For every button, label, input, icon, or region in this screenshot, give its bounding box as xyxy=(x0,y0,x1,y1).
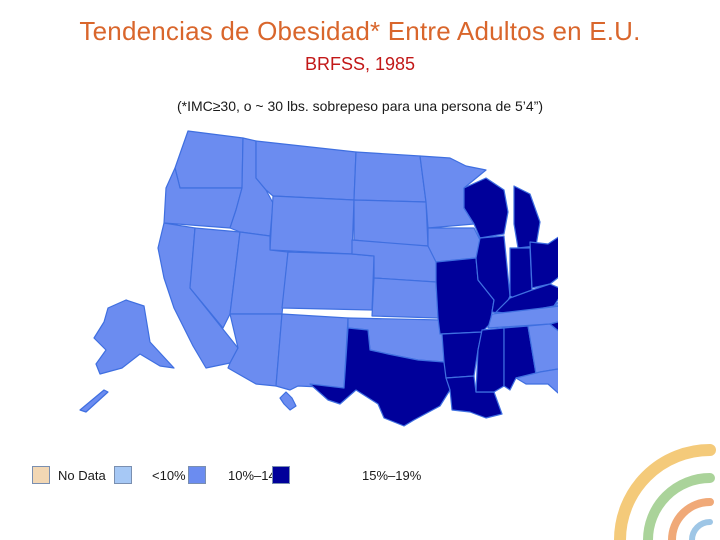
state-alaska xyxy=(93,299,175,375)
state-washington xyxy=(174,130,244,189)
legend-label-no-data: No Data xyxy=(58,468,106,483)
legend-swatch-lt10 xyxy=(114,466,132,484)
state-wisconsin xyxy=(463,177,509,239)
state-arkansas xyxy=(441,331,483,379)
legend-swatch-no-data xyxy=(32,466,50,484)
legend-swatch-15-19 xyxy=(272,466,290,484)
state-colorado xyxy=(281,251,375,311)
state-north-dakota xyxy=(353,151,427,203)
state-wyoming xyxy=(269,195,355,255)
state-south-carolina xyxy=(549,321,558,332)
state-kansas xyxy=(371,277,439,319)
state-mississippi xyxy=(475,327,505,393)
state-illinois xyxy=(475,235,511,315)
bmi-footnote: (*IMC≥30, o ~ 30 lbs. sobrepeso para una… xyxy=(176,98,544,114)
state-louisiana xyxy=(445,375,503,419)
state-tennessee xyxy=(487,305,558,329)
legend-swatch-10-14 xyxy=(188,466,206,484)
state-ohio xyxy=(529,236,558,289)
map-title: Tendencias de Obesidad* Entre Adultos en… xyxy=(79,16,641,46)
state-florida xyxy=(515,368,558,394)
state-south-dakota xyxy=(353,199,429,247)
us-obesity-map xyxy=(79,130,558,427)
map-subtitle: BRFSS, 1985 xyxy=(304,54,416,74)
map-legend: No Data <10% 10%–14% 15%–19% xyxy=(32,464,432,486)
state-nevada xyxy=(189,227,241,329)
legend-label-lt10: <10% xyxy=(152,468,186,483)
legend-label-15-19: 15%–19% xyxy=(362,468,422,483)
alaska-aleutian-islands xyxy=(79,389,109,413)
state-montana xyxy=(255,140,357,201)
state-iowa xyxy=(427,227,481,263)
state-hawaii xyxy=(279,391,297,411)
state-michigan xyxy=(513,185,541,249)
state-new-mexico xyxy=(275,313,349,391)
state-texas xyxy=(309,327,451,427)
state-virginia xyxy=(553,301,558,307)
corner-decoration-icon xyxy=(614,444,716,540)
